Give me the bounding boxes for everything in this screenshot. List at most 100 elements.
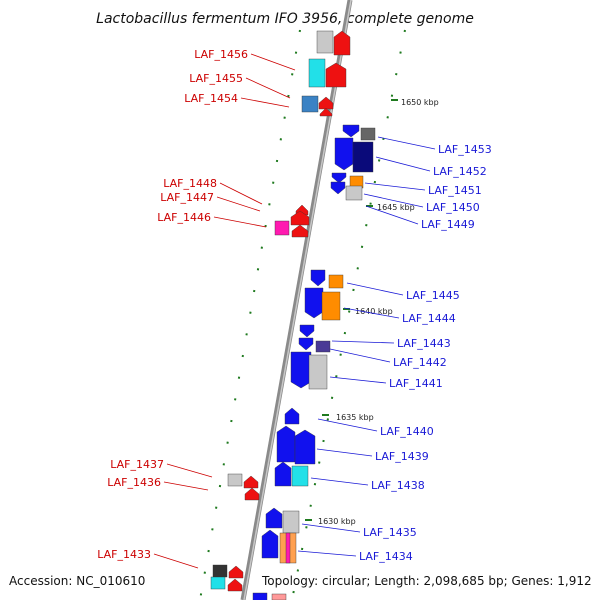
gene-arrow bbox=[294, 429, 316, 465]
gene-block bbox=[308, 354, 328, 390]
gene-arrow bbox=[342, 124, 360, 138]
gene-arrow bbox=[331, 172, 347, 184]
gene-arrow bbox=[274, 461, 292, 487]
scale-label: 1645 kbp bbox=[377, 203, 415, 212]
gene-block bbox=[301, 95, 319, 113]
leader-line bbox=[377, 136, 436, 150]
gene-arrow bbox=[291, 224, 309, 238]
leader-line bbox=[329, 348, 391, 363]
gene-label-right: LAF_1435 bbox=[363, 526, 417, 539]
gene-label-left: LAF_1456 bbox=[194, 48, 248, 61]
gene-labels: LAF_1453 LAF_1452 LAF_1451 LAF_1450 LAF_1449… bbox=[97, 48, 492, 569]
backbone-highlight bbox=[243, 0, 352, 600]
gene-arrow bbox=[227, 578, 243, 592]
gene-arrow bbox=[325, 62, 347, 88]
leader-line bbox=[331, 340, 395, 344]
backbone-line bbox=[240, 0, 353, 600]
gene-block-stripe bbox=[285, 532, 291, 564]
gene-label-right: LAF_1441 bbox=[389, 377, 443, 390]
accession-text: Accession: NC_010610 bbox=[9, 574, 146, 588]
gene-arrow bbox=[276, 425, 296, 463]
leader-line bbox=[365, 205, 419, 225]
gene-arrow bbox=[261, 529, 279, 559]
gene-arrow bbox=[243, 475, 259, 489]
gene-arrow bbox=[319, 107, 333, 117]
gene-label-right: LAF_1451 bbox=[428, 184, 482, 197]
gene-block bbox=[308, 58, 326, 88]
gene-label-right: LAF_1438 bbox=[371, 479, 425, 492]
gene-label-right: LAF_1442 bbox=[393, 356, 447, 369]
gene-arrow bbox=[228, 565, 244, 579]
gene-label-right: LAF_1452 bbox=[433, 165, 487, 178]
gene-arrow bbox=[298, 337, 314, 351]
gene-label-right: LAF_1444 bbox=[402, 312, 456, 325]
scale-label: 1630 kbp bbox=[318, 517, 356, 526]
scale-label: 1640 kbp bbox=[355, 307, 393, 316]
leader-line bbox=[310, 477, 369, 486]
gene-block bbox=[360, 127, 376, 141]
gene-label-right: LAF_1450 bbox=[426, 201, 480, 214]
gene-label-left: LAF_1447 bbox=[160, 191, 214, 204]
gene-block bbox=[345, 185, 363, 201]
leader-line bbox=[301, 523, 361, 533]
gene-block bbox=[212, 564, 228, 578]
gene-arrow bbox=[330, 181, 346, 195]
scale-ticks: 1650 kbp 1645 kbp 1640 kbp 1635 kbp 1630 kbp bbox=[305, 98, 439, 526]
grid-dots bbox=[199, 29, 406, 600]
gene-arrow bbox=[333, 30, 351, 56]
gene-block bbox=[315, 340, 331, 353]
gene-arrow bbox=[310, 269, 326, 287]
gene-arrow bbox=[284, 407, 300, 425]
gene-label-left: LAF_1436 bbox=[107, 476, 161, 489]
gene-block bbox=[328, 274, 344, 289]
gene-label-right: LAF_1453 bbox=[438, 143, 492, 156]
leader-line bbox=[297, 550, 357, 557]
gene-block bbox=[291, 465, 309, 487]
gene-label-left: LAF_1455 bbox=[189, 72, 243, 85]
leader-line bbox=[153, 553, 199, 569]
gene-block bbox=[271, 593, 287, 600]
leader-line bbox=[245, 77, 291, 99]
gene-label-right: LAF_1445 bbox=[406, 289, 460, 302]
leader-line bbox=[363, 193, 424, 208]
leader-line bbox=[343, 307, 400, 319]
gene-block bbox=[227, 473, 243, 487]
gene-label-right: LAF_1439 bbox=[375, 450, 429, 463]
gene-arrow bbox=[299, 324, 315, 338]
leader-line bbox=[240, 97, 290, 108]
guide-right-outer bbox=[291, 29, 406, 600]
gene-block bbox=[252, 592, 268, 600]
leader-line bbox=[329, 376, 387, 384]
leader-line bbox=[216, 196, 261, 212]
scale-label: 1635 kbp bbox=[336, 413, 374, 422]
gene-label-left: LAF_1433 bbox=[97, 548, 151, 561]
gene-block bbox=[282, 510, 300, 534]
scale-label: 1650 kbp bbox=[401, 98, 439, 107]
gene-block bbox=[352, 141, 374, 173]
genome-backbone bbox=[240, 0, 353, 600]
leader-line bbox=[250, 53, 296, 71]
gene-arrow bbox=[304, 287, 324, 319]
gene-block bbox=[321, 291, 341, 321]
gene-arrow bbox=[265, 507, 283, 529]
leader-line bbox=[163, 481, 209, 491]
gene-label-left: LAF_1437 bbox=[110, 458, 164, 471]
leader-line bbox=[364, 182, 426, 191]
gene-label-right: LAF_1434 bbox=[359, 550, 413, 563]
map-title: Lactobacillus fermentum IFO 3956, comple… bbox=[96, 11, 474, 27]
gene-label-left: LAF_1446 bbox=[157, 211, 211, 224]
leader-line bbox=[166, 463, 213, 478]
leader-line bbox=[219, 182, 263, 205]
gene-arrow bbox=[318, 96, 334, 110]
topology-text: Topology: circular; Length: 2,098,685 bp… bbox=[262, 574, 592, 588]
gene-label-right: LAF_1440 bbox=[380, 425, 434, 438]
gene-label-left: LAF_1448 bbox=[163, 177, 217, 190]
gene-label-right: LAF_1449 bbox=[421, 218, 475, 231]
gene-arrow bbox=[290, 210, 310, 226]
leader-line bbox=[375, 156, 431, 172]
gene-arrow bbox=[244, 487, 260, 501]
leader-line bbox=[346, 282, 404, 296]
leader-line bbox=[316, 448, 373, 457]
gene-block bbox=[210, 576, 226, 590]
